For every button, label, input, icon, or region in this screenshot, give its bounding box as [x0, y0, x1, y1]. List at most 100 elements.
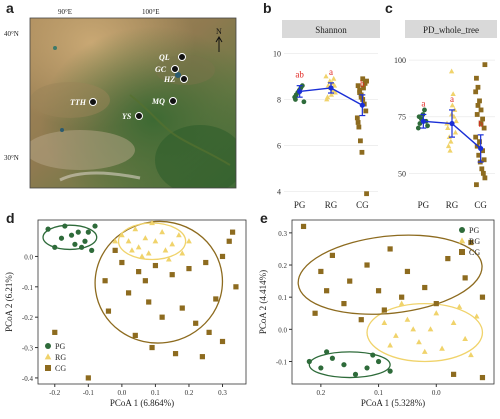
point-RG	[439, 345, 445, 351]
point-CG	[459, 249, 465, 255]
point-RG	[453, 118, 459, 124]
point-CG	[169, 272, 175, 278]
significance-letter: a	[421, 98, 425, 108]
point-CG	[102, 278, 108, 284]
point-RG	[473, 313, 480, 319]
point-CG	[52, 329, 58, 335]
x-tick-label: 0.2	[316, 389, 325, 397]
point-CG	[152, 262, 159, 269]
point-CG	[341, 301, 347, 307]
point-CG	[105, 308, 112, 314]
point-PG	[72, 241, 78, 247]
point-CG	[475, 103, 481, 108]
point-CG	[149, 344, 155, 351]
x-tick-label: RG	[446, 200, 459, 210]
point-PG	[375, 358, 382, 365]
point-RG	[398, 300, 405, 306]
point-PG	[416, 114, 422, 120]
significance-letter: a	[450, 94, 454, 104]
point-CG	[132, 332, 138, 339]
point-CG	[324, 288, 330, 294]
point-CG	[477, 98, 482, 104]
pd-whole-tree-chart: PD_whole_tree 50 75 100 PG RG CG a a b	[394, 20, 497, 210]
y-tick-label: 100	[394, 56, 406, 65]
y-tick-label: 0.2	[278, 262, 287, 270]
point-RG	[162, 247, 169, 253]
point-CG	[478, 121, 484, 126]
strip-header	[282, 20, 380, 38]
point-PG	[45, 343, 51, 349]
point-CG	[213, 296, 219, 302]
point-RG	[129, 247, 135, 253]
plot-area: 50 75 100 PG RG CG a a b	[394, 56, 495, 210]
confidence-ellipse	[297, 234, 483, 315]
point-RG	[410, 326, 417, 332]
site-YS: YS	[122, 112, 143, 121]
point-RG	[324, 94, 331, 100]
y-tick-label: 8	[277, 95, 281, 104]
point-CG	[468, 239, 474, 246]
site-label: TTH	[70, 98, 87, 107]
lon-label-100: 100°E	[142, 8, 160, 16]
point-PG	[306, 358, 312, 365]
point-CG	[481, 157, 487, 163]
lon-label-90: 90°E	[58, 8, 72, 16]
legend-label: CG	[55, 364, 66, 373]
x-tick-label: CG	[474, 200, 487, 210]
point-RG	[186, 238, 192, 244]
point-CG	[85, 375, 91, 381]
point-RG	[448, 138, 454, 144]
point-CG	[219, 338, 226, 345]
point-RG	[448, 68, 455, 74]
point-CG	[482, 62, 488, 68]
point-RG	[152, 238, 159, 244]
significance-letter: b	[360, 79, 365, 89]
point-PG	[318, 365, 324, 371]
point-CG	[474, 75, 479, 81]
point-CG	[186, 265, 192, 272]
point-PG	[293, 97, 298, 102]
y-tick-label: 75	[398, 113, 406, 122]
point-RG	[458, 237, 466, 244]
strip-header	[405, 20, 497, 38]
point-RG	[468, 351, 474, 358]
y-tick-label: -0.2	[22, 314, 34, 322]
confidence-ellipse	[42, 224, 98, 251]
point-RG	[462, 335, 469, 342]
point-PG	[92, 223, 98, 229]
point-RG	[165, 256, 172, 262]
point-PG	[329, 355, 335, 361]
point-CG	[422, 284, 428, 291]
point-CG	[473, 89, 479, 95]
point-CG	[206, 329, 212, 335]
point-PG	[52, 244, 58, 250]
point-PG	[341, 362, 347, 368]
point-CG	[361, 85, 366, 91]
point-CG	[479, 294, 486, 300]
y-tick-label: 10	[273, 49, 281, 58]
point-CG	[179, 305, 185, 311]
point-CG	[193, 320, 199, 326]
point-CG	[347, 278, 353, 284]
x-tick-label: RG	[325, 200, 338, 210]
legend-label: RG	[469, 237, 480, 246]
lat-label-40: 40°N	[4, 30, 19, 38]
mean-point	[449, 120, 455, 127]
point-PG	[459, 227, 465, 233]
point-CG	[387, 246, 393, 252]
y-axis-label: PCoA 2 (6.21%)	[4, 272, 14, 332]
point-RG	[159, 229, 165, 235]
y-axis-label: PCoA 2 (4.414%)	[258, 270, 268, 334]
point-CG	[312, 310, 318, 316]
strip-title: PD_whole_tree	[423, 25, 479, 35]
y-tick-label: 0.1	[278, 294, 287, 302]
point-CG	[300, 223, 307, 230]
point-RG	[449, 102, 456, 108]
point-CG	[360, 76, 366, 82]
site-label: GC	[155, 65, 167, 74]
point-CG	[381, 307, 387, 313]
point-PG	[370, 352, 376, 358]
point-CG	[119, 259, 125, 266]
y-tick-label: -0.1	[22, 284, 34, 292]
